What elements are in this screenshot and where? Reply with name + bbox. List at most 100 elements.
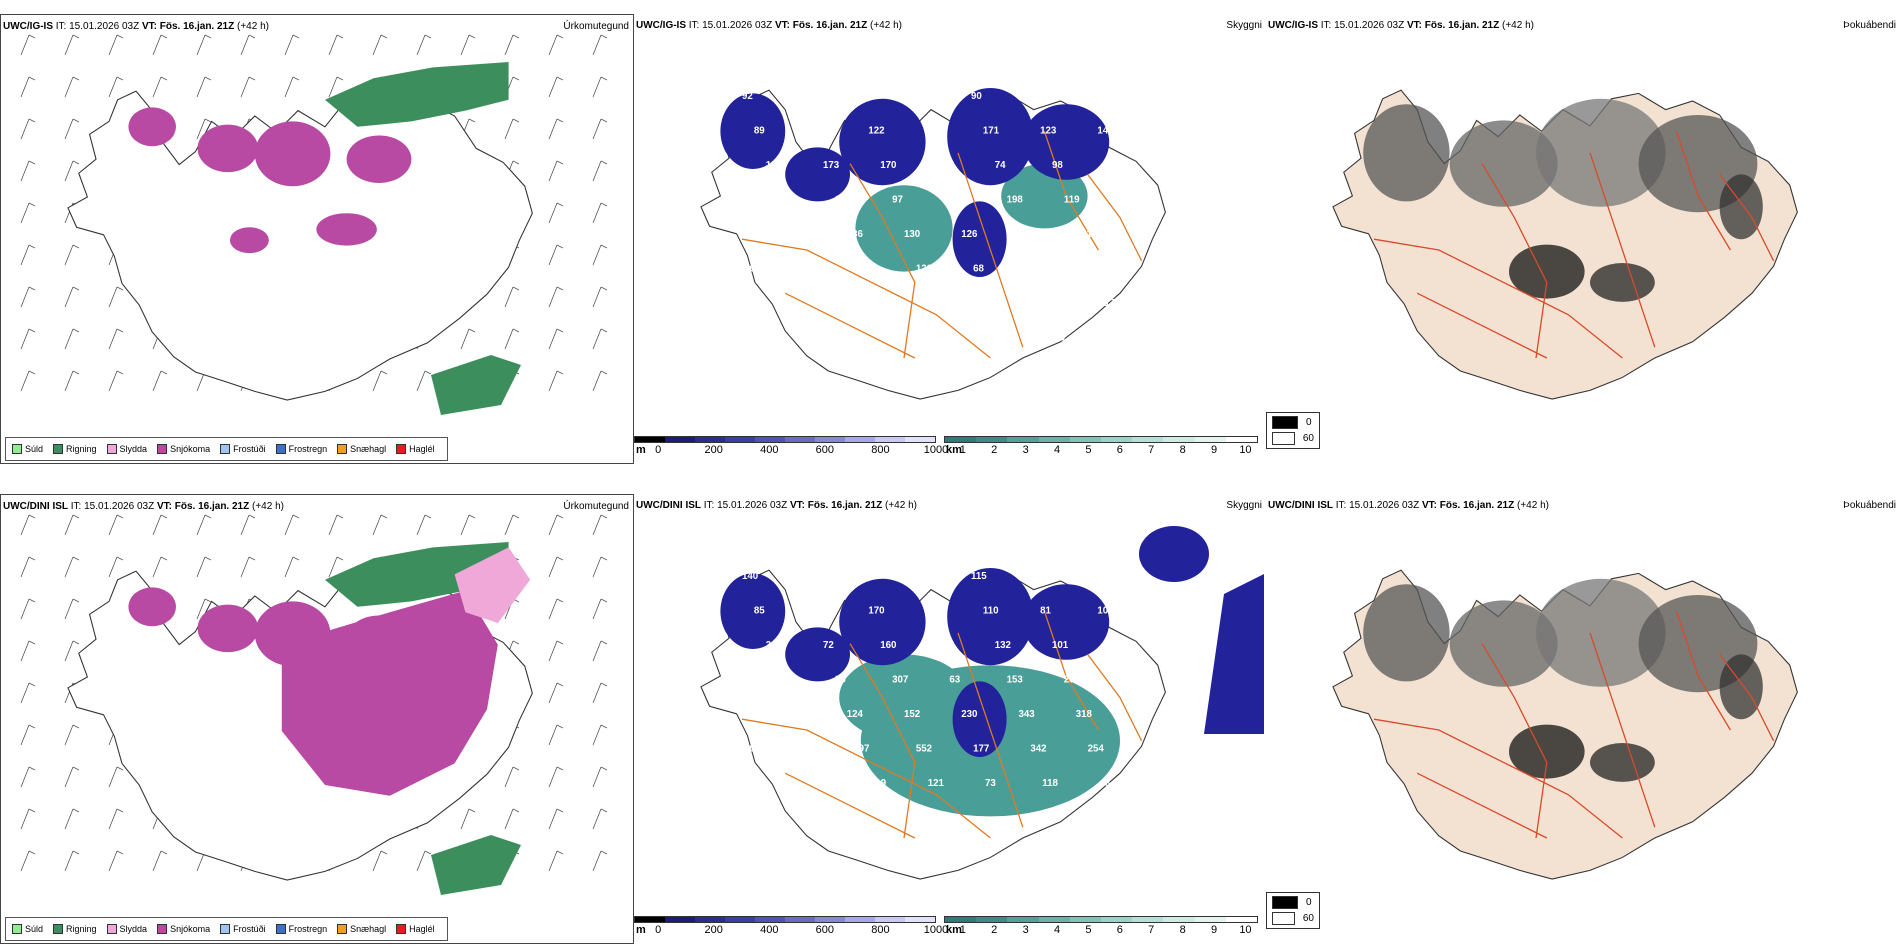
visibility-value: 123 [1040, 125, 1057, 136]
colorbar-step [845, 437, 875, 442]
wind-barb [20, 76, 36, 98]
wind-barb [108, 808, 124, 830]
visibility-value: 101 [1052, 640, 1069, 651]
colorbar-unit: m [636, 924, 646, 936]
wind-barb [64, 514, 80, 536]
legend-swatch [337, 444, 348, 454]
colorbar-step [1194, 437, 1226, 442]
visibility-value: 636 [871, 298, 888, 309]
colorbar-tick: 600 [815, 924, 835, 936]
visibility-value: 318 [1076, 709, 1093, 720]
wind-barb [284, 514, 300, 536]
wind-barb [20, 118, 36, 140]
wind-barb [152, 850, 168, 872]
wind-barb [64, 34, 80, 56]
legend-item: Súld [12, 924, 43, 934]
wind-barb [64, 76, 80, 98]
visibility-value: 164 [744, 264, 761, 275]
wind-barb [196, 514, 212, 536]
fog-index-area [1363, 584, 1450, 682]
colorbar-unit: m [636, 444, 646, 456]
visibility-value: 87 [801, 744, 812, 755]
visibility-value: 85 [811, 125, 822, 136]
wind-barb [20, 328, 36, 350]
visibility-value: 227 [825, 333, 841, 344]
colorbar-step [875, 917, 905, 922]
visibility-value: 56 [856, 91, 867, 102]
colorbar-tick: 3 [1022, 924, 1029, 936]
terrain-cloud-area [1022, 584, 1110, 660]
road-line [1416, 772, 1548, 839]
road-line [849, 163, 916, 359]
fog-index-area [1719, 174, 1763, 240]
wind-barb [504, 766, 520, 788]
wind-barb [548, 640, 564, 662]
road-line [1087, 654, 1143, 742]
visibility-value: 87 [914, 571, 925, 582]
wind-barb [592, 808, 608, 830]
wind-barb [108, 370, 124, 392]
visibility-value: 85 [754, 605, 765, 616]
colorbar-tick: 8 [1179, 924, 1186, 936]
wind-barb [284, 76, 300, 98]
colorbar-step [635, 917, 665, 922]
wind-barb [548, 682, 564, 704]
visibility-value: 66 [799, 571, 810, 582]
wind-barb [592, 724, 608, 746]
wind-barb [20, 640, 36, 662]
precip-legend: Súld Rigning Slydda Snjókoma Frostúði Frostre… [5, 437, 448, 461]
road-line [1675, 610, 1731, 731]
visibility-value: 152 [904, 709, 921, 720]
colorbar-tick: 4 [1053, 444, 1061, 456]
visibility-value: 102 [813, 778, 830, 789]
visibility-value: 68 [973, 264, 984, 275]
visibility-value: 86 [811, 605, 822, 616]
legend-swatch [396, 444, 407, 454]
wind-barb [548, 514, 564, 536]
wind-barb [548, 328, 564, 350]
visibility-value: 101 [949, 194, 966, 205]
visibility-value: 97 [859, 744, 870, 755]
road-line [1589, 152, 1656, 348]
road-line [1416, 292, 1548, 359]
colorbar-tick: 800 [871, 444, 890, 456]
visibility-value: 171 [983, 125, 1000, 136]
visibility-value: 121 [916, 264, 933, 275]
wind-barb [64, 556, 80, 578]
fog-index-area [1536, 578, 1666, 687]
colorbar-step [815, 437, 845, 442]
visibility-value: 136 [847, 229, 864, 240]
visibility-value: 90 [971, 91, 982, 102]
wind-barb [372, 514, 388, 536]
precip-map [20, 34, 608, 415]
wind-barb [504, 328, 520, 350]
legend-item: Frostúði [220, 444, 266, 454]
legend-swatch [106, 924, 117, 934]
visibility-value: 85 [859, 264, 870, 275]
wind-barb [108, 76, 124, 98]
wind-barb [460, 514, 476, 536]
snow-area [316, 213, 377, 246]
colorbar-tick: 1 [959, 924, 966, 936]
visibility-value: 121 [928, 778, 945, 789]
visibility-value: 151 [1076, 229, 1093, 240]
wind-barb [64, 244, 80, 266]
wind-barb [240, 76, 256, 98]
colorbar-step [665, 917, 695, 922]
wind-barb [196, 76, 212, 98]
legend-swatch [275, 444, 286, 454]
visibility-value: 395 [778, 674, 795, 685]
panel-name: Þokuábendi [1843, 20, 1896, 31]
visibility-value: 63 [949, 674, 960, 685]
wind-barb [416, 370, 432, 392]
visibility-value: 74 [995, 160, 1006, 171]
colorbar-tick: 2 [991, 924, 998, 936]
visibility-value: 170 [880, 160, 896, 171]
visibility-value: 93 [926, 125, 937, 136]
legend-item: Snjókoma [157, 444, 210, 454]
legend-label: Haglél [409, 924, 435, 934]
colorbar-tick: 0 [655, 924, 662, 936]
visibility-value: 81 [1040, 605, 1051, 616]
wind-barb [64, 286, 80, 308]
colorbar-tick: 200 [704, 924, 723, 936]
